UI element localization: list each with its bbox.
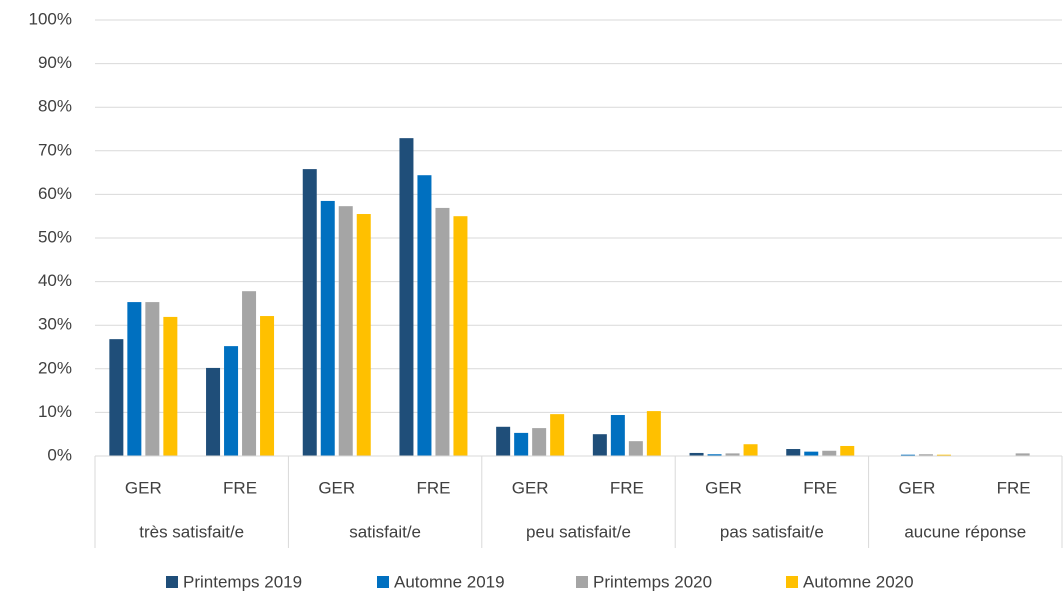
bar bbox=[320, 200, 335, 456]
x-tick-label: FRE bbox=[223, 478, 257, 497]
bar bbox=[900, 454, 915, 456]
y-tick-label: 70% bbox=[38, 140, 72, 159]
y-tick-label: 90% bbox=[38, 53, 72, 72]
group-label: pas satisfait/e bbox=[720, 522, 824, 541]
y-tick-label: 100% bbox=[29, 9, 72, 28]
bar bbox=[206, 367, 221, 456]
x-tick-label: GER bbox=[125, 478, 162, 497]
bar bbox=[338, 206, 353, 456]
bar bbox=[610, 415, 625, 456]
bar bbox=[224, 346, 239, 456]
bar bbox=[399, 138, 414, 456]
bar bbox=[145, 302, 160, 456]
bar bbox=[242, 291, 257, 456]
bar bbox=[356, 214, 371, 456]
group-label: très satisfait/e bbox=[139, 522, 244, 541]
bar bbox=[936, 454, 951, 456]
legend-swatch bbox=[166, 576, 178, 588]
bar bbox=[918, 454, 933, 456]
x-tick-label: FRE bbox=[997, 478, 1031, 497]
x-tick-label: GER bbox=[705, 478, 742, 497]
legend-label: Printemps 2019 bbox=[183, 572, 302, 591]
x-tick-label: FRE bbox=[416, 478, 450, 497]
legend-label: Automne 2019 bbox=[394, 572, 505, 591]
bar bbox=[628, 441, 643, 456]
group-label: peu satisfait/e bbox=[526, 522, 631, 541]
bar bbox=[532, 428, 547, 456]
bar bbox=[786, 449, 801, 456]
y-tick-label: 0% bbox=[47, 445, 72, 464]
legend-swatch bbox=[377, 576, 389, 588]
y-tick-label: 80% bbox=[38, 97, 72, 116]
bar bbox=[109, 339, 124, 456]
y-tick-label: 20% bbox=[38, 358, 72, 377]
y-tick-label: 50% bbox=[38, 227, 72, 246]
bar bbox=[127, 302, 142, 456]
bar bbox=[1015, 453, 1030, 456]
bar bbox=[550, 414, 565, 456]
bar bbox=[743, 444, 758, 456]
bar bbox=[592, 434, 607, 456]
x-tick-label: FRE bbox=[803, 478, 837, 497]
x-tick-label: GER bbox=[512, 478, 549, 497]
bar bbox=[260, 316, 275, 456]
y-tick-label: 40% bbox=[38, 271, 72, 290]
bar bbox=[804, 451, 819, 456]
bar bbox=[496, 426, 511, 456]
legend-label: Automne 2020 bbox=[803, 572, 914, 591]
group-label: satisfait/e bbox=[349, 522, 421, 541]
legend-swatch bbox=[576, 576, 588, 588]
bar bbox=[453, 216, 468, 456]
group-label: aucune réponse bbox=[904, 522, 1026, 541]
bar bbox=[302, 169, 317, 456]
bar bbox=[822, 450, 837, 456]
bar bbox=[435, 207, 450, 456]
x-tick-label: GER bbox=[899, 478, 936, 497]
y-tick-label: 30% bbox=[38, 315, 72, 334]
bar bbox=[646, 411, 661, 456]
y-tick-label: 10% bbox=[38, 402, 72, 421]
legend-label: Printemps 2020 bbox=[593, 572, 712, 591]
bar bbox=[707, 454, 722, 456]
x-tick-label: GER bbox=[318, 478, 355, 497]
bar bbox=[417, 175, 432, 456]
legend-swatch bbox=[786, 576, 798, 588]
bar bbox=[689, 452, 704, 456]
y-tick-label: 60% bbox=[38, 184, 72, 203]
bar bbox=[514, 432, 529, 456]
x-tick-label: FRE bbox=[610, 478, 644, 497]
bar bbox=[163, 316, 178, 456]
bar bbox=[840, 445, 855, 456]
bar bbox=[725, 453, 740, 456]
